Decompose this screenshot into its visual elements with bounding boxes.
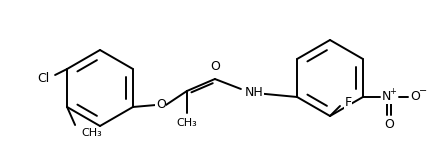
Text: +: + — [389, 86, 396, 95]
Text: −: − — [419, 86, 427, 96]
Text: O: O — [384, 118, 394, 131]
Text: N: N — [382, 91, 392, 103]
Text: NH: NH — [245, 86, 264, 100]
Text: O: O — [210, 60, 220, 73]
Text: O: O — [156, 98, 166, 112]
Text: O: O — [410, 91, 420, 103]
Text: CH₃: CH₃ — [176, 118, 197, 128]
Text: CH₃: CH₃ — [81, 128, 102, 138]
Text: Cl: Cl — [37, 73, 49, 85]
Text: F: F — [344, 95, 351, 109]
